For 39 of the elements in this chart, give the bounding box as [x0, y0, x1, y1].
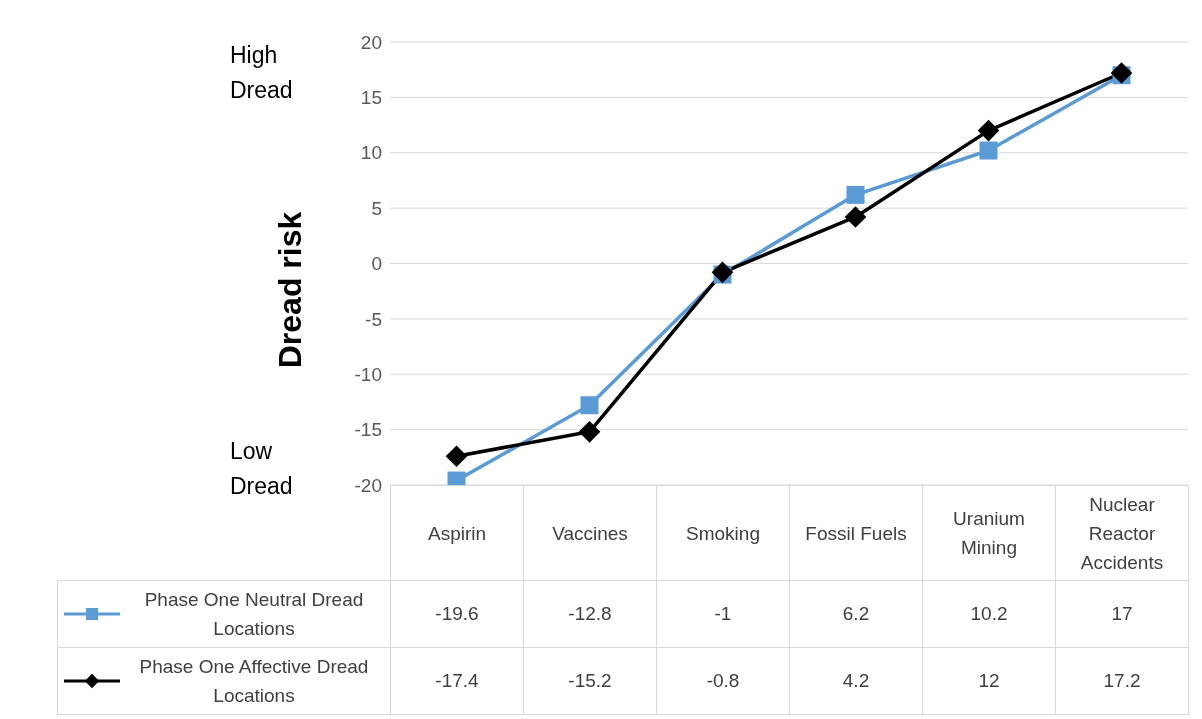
y-tick-label: 10: [360, 142, 382, 164]
data-label: 17: [1055, 580, 1188, 647]
data-label: -17.4: [390, 647, 523, 714]
data-label: -0.8: [656, 647, 789, 714]
data-label: 12: [922, 647, 1055, 714]
point: [580, 396, 599, 415]
data-label: -12.8: [523, 580, 656, 647]
data-label: 6.2: [789, 580, 922, 647]
x-tick-label: Aspirin: [390, 485, 523, 580]
text: Low Dread: [230, 437, 294, 501]
text: High Dread: [230, 41, 294, 105]
x-tick-label: Fossil Fuels: [789, 485, 922, 580]
y-tick-label: -20: [354, 474, 382, 496]
point: [977, 119, 1000, 142]
x-tick-label: Smoking: [656, 485, 789, 580]
data-label: 10.2: [922, 580, 1055, 647]
data-label: -15.2: [523, 647, 656, 714]
y-tick-label: 0: [371, 253, 382, 275]
data-label: -1: [656, 580, 789, 647]
y-tick-label: 20: [360, 31, 382, 53]
x-tick-label: Uranium Mining: [922, 485, 1055, 580]
legend-label: Phase One Affective Dread Locations: [138, 655, 370, 708]
legend-label: Phase One Neutral Dread Locations: [143, 588, 365, 641]
point: [578, 421, 601, 443]
x-tick-label: Vaccines: [523, 485, 656, 580]
point: [445, 445, 468, 468]
point: [846, 185, 865, 204]
y-tick-label: -5: [365, 308, 382, 330]
y-axis-title: Dread risk: [271, 211, 309, 369]
y-tick-label: -15: [354, 419, 382, 441]
y-tick-label: 15: [360, 87, 382, 109]
data-label: 17.2: [1055, 647, 1188, 714]
data-label: -19.6: [390, 580, 523, 647]
y-tick-label: -10: [354, 363, 382, 385]
y-tick-label: 5: [371, 197, 382, 219]
point: [844, 206, 867, 228]
point: [979, 141, 998, 160]
x-tick-label: Nuclear Reactor Accidents: [1055, 485, 1188, 580]
data-label: 4.2: [789, 647, 922, 714]
